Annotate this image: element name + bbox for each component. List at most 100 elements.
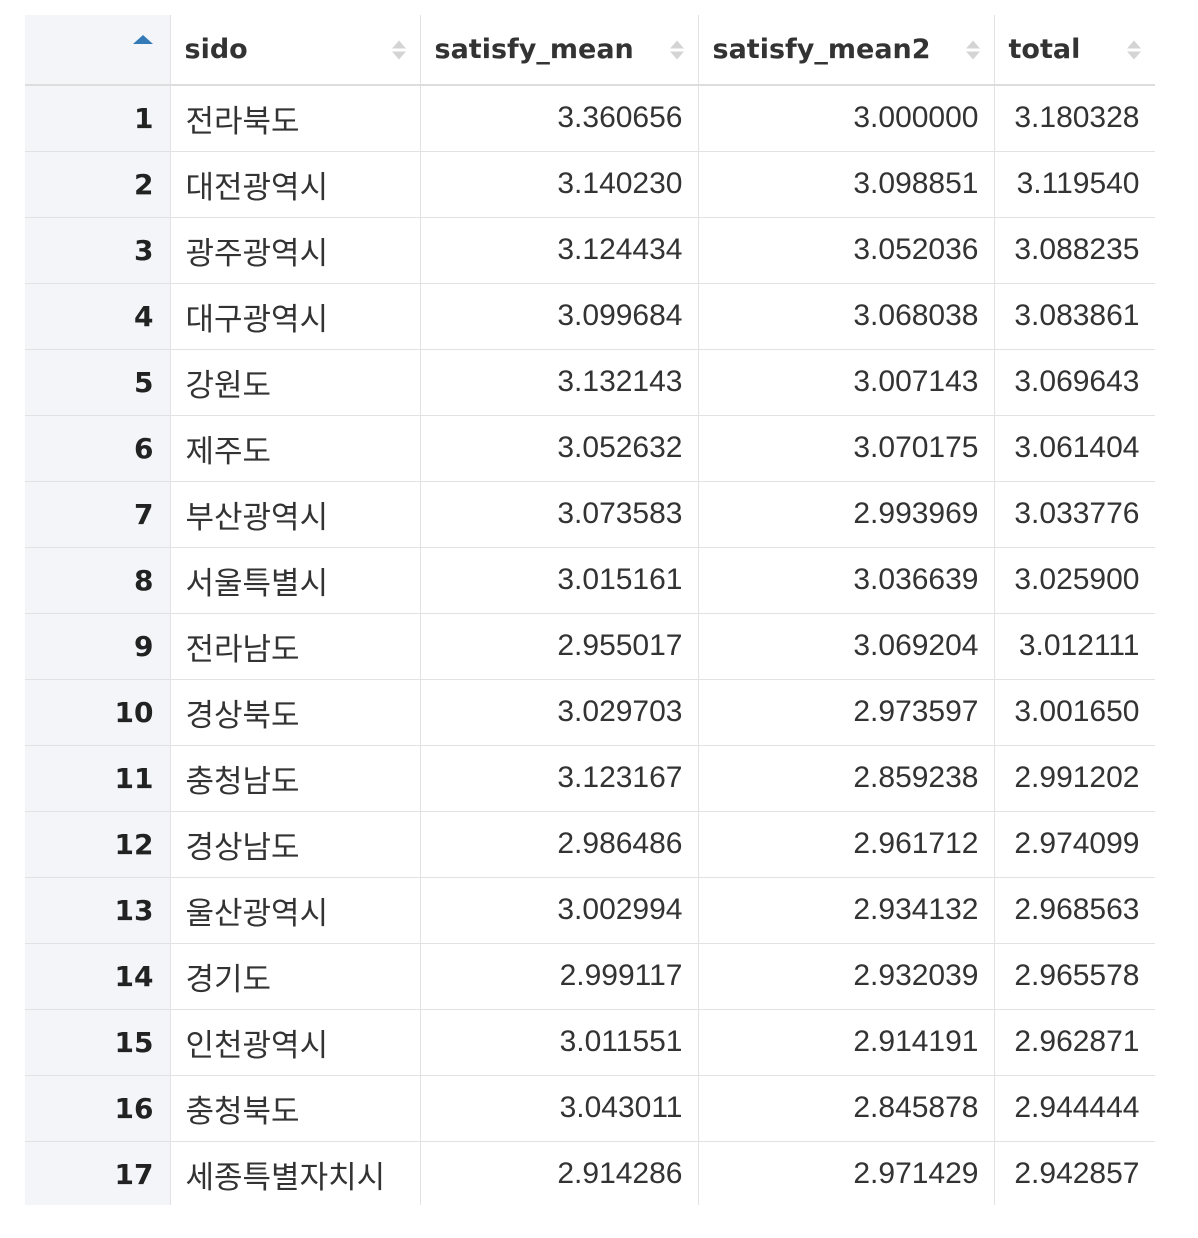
cell-satisfy-mean2: 2.993969 xyxy=(698,481,995,548)
cell-satisfy-mean: 3.052632 xyxy=(420,415,699,482)
cell-total: 3.025900 xyxy=(994,547,1155,614)
cell-satisfy-mean2: 3.036639 xyxy=(698,547,995,614)
cell-satisfy-mean2: 2.845878 xyxy=(698,1075,995,1142)
cell-satisfy-mean: 3.002994 xyxy=(420,877,699,944)
row-index: 3 xyxy=(25,217,171,284)
cell-sido: 경기도 xyxy=(170,943,421,1010)
sort-both-icon[interactable] xyxy=(391,40,406,59)
table-row: 15 인천광역시 3.011551 2.914191 2.962871 xyxy=(25,1009,1155,1076)
row-index: 8 xyxy=(25,547,171,614)
table-row: 17 세종특별자치시 2.914286 2.971429 2.942857 xyxy=(25,1141,1155,1205)
table-header: sido satisfy_mean satisfy_mean2 total xyxy=(25,15,1155,86)
cell-sido: 경상남도 xyxy=(170,811,421,878)
cell-total: 3.012111 xyxy=(994,613,1155,680)
cell-satisfy-mean: 3.043011 xyxy=(420,1075,699,1142)
cell-satisfy-mean2: 2.973597 xyxy=(698,679,995,746)
table-row: 11 충청남도 3.123167 2.859238 2.991202 xyxy=(25,745,1155,812)
cell-total: 3.001650 xyxy=(994,679,1155,746)
row-index: 15 xyxy=(25,1009,171,1076)
cell-satisfy-mean2: 3.052036 xyxy=(698,217,995,284)
cell-satisfy-mean2: 2.859238 xyxy=(698,745,995,812)
cell-total: 2.974099 xyxy=(994,811,1155,878)
cell-satisfy-mean2: 3.000000 xyxy=(698,85,995,152)
table-row: 7 부산광역시 3.073583 2.993969 3.033776 xyxy=(25,481,1155,548)
row-index: 5 xyxy=(25,349,171,416)
header-label: satisfy_mean xyxy=(434,34,634,65)
cell-satisfy-mean: 3.360656 xyxy=(420,85,699,152)
header-label: total xyxy=(1008,34,1081,65)
cell-satisfy-mean2: 3.007143 xyxy=(698,349,995,416)
row-index: 9 xyxy=(25,613,171,680)
sort-both-icon[interactable] xyxy=(669,40,684,59)
cell-satisfy-mean2: 2.934132 xyxy=(698,877,995,944)
cell-sido: 대전광역시 xyxy=(170,151,421,218)
cell-satisfy-mean2: 2.914191 xyxy=(698,1009,995,1076)
table-row: 12 경상남도 2.986486 2.961712 2.974099 xyxy=(25,811,1155,878)
cell-satisfy-mean2: 2.971429 xyxy=(698,1141,995,1205)
cell-satisfy-mean: 3.029703 xyxy=(420,679,699,746)
cell-satisfy-mean: 3.124434 xyxy=(420,217,699,284)
cell-total: 3.033776 xyxy=(994,481,1155,548)
header-label: sido xyxy=(184,34,248,65)
row-index: 17 xyxy=(25,1141,171,1205)
table-row: 1 전라북도 3.360656 3.000000 3.180328 xyxy=(25,85,1155,152)
header-row-index[interactable] xyxy=(25,15,171,86)
cell-sido: 인천광역시 xyxy=(170,1009,421,1076)
sort-both-icon[interactable] xyxy=(1126,40,1141,59)
cell-total: 3.061404 xyxy=(994,415,1155,482)
header-sido[interactable]: sido xyxy=(170,15,421,86)
row-index: 10 xyxy=(25,679,171,746)
table-row: 2 대전광역시 3.140230 3.098851 3.119540 xyxy=(25,151,1155,218)
cell-sido: 부산광역시 xyxy=(170,481,421,548)
table-row: 13 울산광역시 3.002994 2.934132 2.968563 xyxy=(25,877,1155,944)
row-index: 6 xyxy=(25,415,171,482)
table-row: 4 대구광역시 3.099684 3.068038 3.083861 xyxy=(25,283,1155,350)
cell-satisfy-mean2: 3.070175 xyxy=(698,415,995,482)
cell-sido: 충청북도 xyxy=(170,1075,421,1142)
cell-satisfy-mean: 3.015161 xyxy=(420,547,699,614)
cell-satisfy-mean: 3.073583 xyxy=(420,481,699,548)
table-row: 16 충청북도 3.043011 2.845878 2.944444 xyxy=(25,1075,1155,1142)
cell-satisfy-mean: 2.914286 xyxy=(420,1141,699,1205)
header-row: sido satisfy_mean satisfy_mean2 total xyxy=(25,15,1155,86)
cell-total: 2.991202 xyxy=(994,745,1155,812)
sort-both-icon[interactable] xyxy=(965,40,980,59)
table-body: 1 전라북도 3.360656 3.000000 3.180328 2 대전광역시 3.14… xyxy=(25,85,1155,1205)
cell-total: 2.965578 xyxy=(994,943,1155,1010)
cell-total: 3.180328 xyxy=(994,85,1155,152)
table-row: 6 제주도 3.052632 3.070175 3.061404 xyxy=(25,415,1155,482)
row-index: 1 xyxy=(25,85,171,152)
cell-satisfy-mean2: 3.068038 xyxy=(698,283,995,350)
cell-total: 3.088235 xyxy=(994,217,1155,284)
header-total[interactable]: total xyxy=(994,15,1155,86)
cell-total: 3.069643 xyxy=(994,349,1155,416)
sort-ascending-icon[interactable] xyxy=(133,35,153,44)
cell-total: 2.962871 xyxy=(994,1009,1155,1076)
header-label: satisfy_mean2 xyxy=(712,34,931,65)
cell-sido: 경상북도 xyxy=(170,679,421,746)
cell-sido: 전라북도 xyxy=(170,85,421,152)
cell-sido: 제주도 xyxy=(170,415,421,482)
cell-sido: 강원도 xyxy=(170,349,421,416)
header-satisfy-mean[interactable]: satisfy_mean xyxy=(420,15,699,86)
cell-satisfy-mean: 2.955017 xyxy=(420,613,699,680)
cell-sido: 서울특별시 xyxy=(170,547,421,614)
cell-satisfy-mean: 3.132143 xyxy=(420,349,699,416)
row-index: 13 xyxy=(25,877,171,944)
header-satisfy-mean2[interactable]: satisfy_mean2 xyxy=(698,15,995,86)
cell-sido: 대구광역시 xyxy=(170,283,421,350)
cell-sido: 울산광역시 xyxy=(170,877,421,944)
row-index: 11 xyxy=(25,745,171,812)
cell-satisfy-mean2: 2.932039 xyxy=(698,943,995,1010)
table-row: 5 강원도 3.132143 3.007143 3.069643 xyxy=(25,349,1155,416)
cell-total: 2.944444 xyxy=(994,1075,1155,1142)
row-index: 16 xyxy=(25,1075,171,1142)
cell-sido: 전라남도 xyxy=(170,613,421,680)
row-index: 14 xyxy=(25,943,171,1010)
cell-satisfy-mean: 3.140230 xyxy=(420,151,699,218)
cell-total: 3.083861 xyxy=(994,283,1155,350)
cell-satisfy-mean2: 3.098851 xyxy=(698,151,995,218)
row-index: 12 xyxy=(25,811,171,878)
table-row: 14 경기도 2.999117 2.932039 2.965578 xyxy=(25,943,1155,1010)
